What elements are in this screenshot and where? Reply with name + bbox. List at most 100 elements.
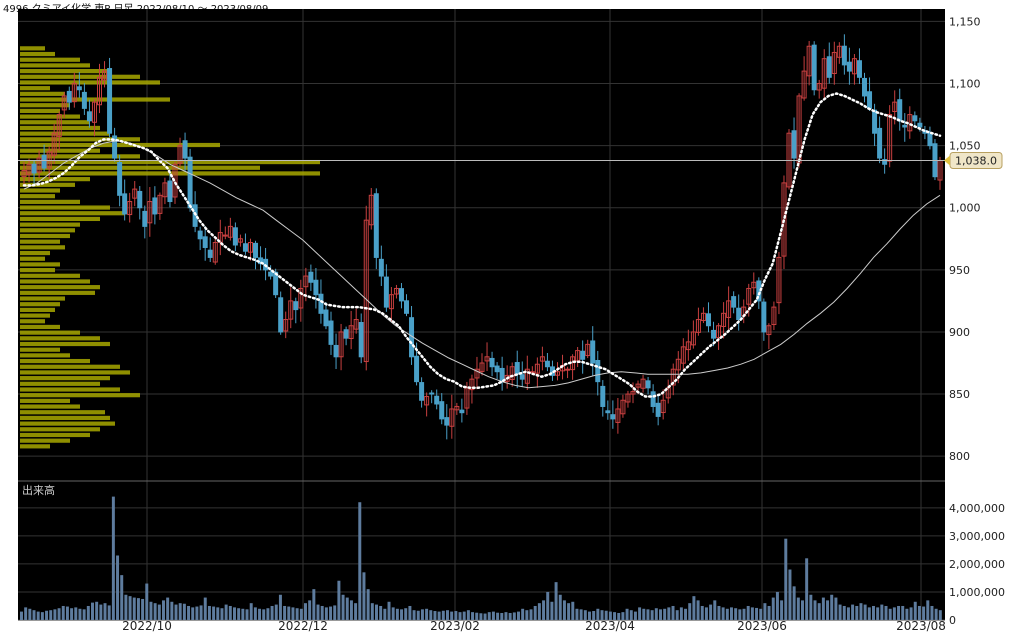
- volume-profile-bar: [20, 97, 170, 102]
- candle-body: [801, 70, 807, 99]
- candle-body: [605, 410, 611, 414]
- candle-body: [816, 83, 822, 91]
- candle-body: [117, 162, 123, 196]
- volume-tick-label: 1,000,000: [949, 586, 1005, 599]
- volume-profile-bar: [20, 313, 50, 318]
- candle-body: [157, 194, 163, 214]
- candle-body: [444, 417, 450, 426]
- volume-bar: [725, 608, 729, 620]
- candle-body: [368, 194, 374, 226]
- candle-body: [912, 115, 918, 122]
- volume-bar: [863, 604, 867, 620]
- volume-bar: [187, 605, 191, 620]
- volume-bar: [128, 596, 132, 620]
- volume-bar: [938, 610, 942, 620]
- candle-body: [363, 219, 369, 363]
- candle-body: [776, 256, 782, 304]
- volume-bar: [813, 600, 817, 620]
- volume-bar: [629, 610, 633, 620]
- volume-bar: [400, 609, 404, 620]
- moving-averages: [18, 92, 945, 398]
- candle-body: [288, 300, 294, 320]
- candle-body: [554, 371, 560, 376]
- candle-body: [690, 331, 696, 346]
- volume-profile-bar: [20, 57, 80, 62]
- volume-bar: [746, 605, 750, 620]
- volume-bar: [805, 558, 809, 620]
- volume-profile-bar: [20, 63, 90, 68]
- volume-bar: [571, 601, 575, 620]
- candle-body: [761, 301, 767, 333]
- price-tick-label: 850: [949, 388, 970, 401]
- volume-bar: [679, 607, 683, 620]
- candle-body: [177, 145, 183, 164]
- volume-bar: [408, 605, 412, 620]
- volume-bar: [412, 610, 416, 620]
- volume-bar: [103, 603, 107, 620]
- grid: [18, 9, 945, 621]
- volume-profile-bar: [20, 398, 70, 403]
- volume-bar: [475, 612, 479, 620]
- candle-body: [856, 60, 862, 78]
- candle-body: [821, 58, 827, 89]
- candle-body: [841, 45, 847, 66]
- candle-body: [66, 90, 72, 103]
- candle-body: [862, 77, 868, 97]
- volume-bar: [734, 608, 738, 620]
- candle-body: [766, 325, 772, 336]
- candle-body: [716, 325, 722, 339]
- volume-bar: [508, 612, 512, 620]
- volume-bar: [53, 609, 57, 620]
- candle-body: [539, 356, 545, 362]
- volume-bar: [901, 605, 905, 620]
- volume-bar: [830, 594, 834, 620]
- volume-bar: [237, 608, 241, 620]
- volume-profile-bar: [20, 80, 160, 85]
- volume-bar: [70, 608, 74, 620]
- volume-bar: [855, 605, 859, 620]
- candle-body: [867, 91, 873, 109]
- volume-bar: [320, 605, 324, 620]
- volume-bar: [625, 608, 629, 620]
- volume-bar: [596, 608, 600, 620]
- volume-profile-bar: [20, 410, 105, 415]
- volume-bar: [425, 608, 429, 620]
- volume-bar: [141, 598, 145, 620]
- volume-bar: [65, 606, 69, 620]
- candle-body: [132, 188, 138, 199]
- volume-bar: [717, 605, 721, 620]
- candle-body: [711, 329, 717, 339]
- candle-body: [112, 135, 118, 159]
- candle-body: [887, 114, 893, 162]
- candle-body: [308, 271, 314, 283]
- volume-bar: [604, 610, 608, 620]
- volume-bar: [274, 604, 278, 620]
- volume-bar: [199, 605, 203, 620]
- volume-profile-bar: [20, 199, 80, 204]
- volume-bar: [659, 609, 662, 620]
- volume-profile-bar: [20, 239, 60, 244]
- volume-bar: [562, 600, 566, 620]
- volume-profile-bar: [20, 120, 90, 125]
- candle-body: [791, 130, 797, 159]
- volume-profile-bar: [20, 125, 100, 131]
- candle-body: [721, 312, 727, 327]
- candle-body: [655, 402, 661, 417]
- volume-profile-bar: [20, 421, 115, 426]
- candle-body: [595, 360, 601, 383]
- candle-body: [529, 371, 535, 374]
- candle-body: [46, 151, 52, 169]
- price-tick-label: 1,000: [949, 202, 981, 215]
- volume-bar: [567, 603, 571, 620]
- volume-bar: [621, 612, 625, 620]
- candle-body: [484, 356, 490, 362]
- volume-bar: [554, 582, 558, 620]
- candle-body: [585, 343, 591, 357]
- volume-bar: [45, 610, 49, 620]
- candle-body: [882, 159, 888, 165]
- volume-bar: [249, 603, 253, 620]
- volume-bar: [458, 612, 462, 620]
- volume-bar: [897, 605, 901, 620]
- volume-bar: [517, 611, 520, 620]
- volume-profile-bar: [20, 51, 55, 57]
